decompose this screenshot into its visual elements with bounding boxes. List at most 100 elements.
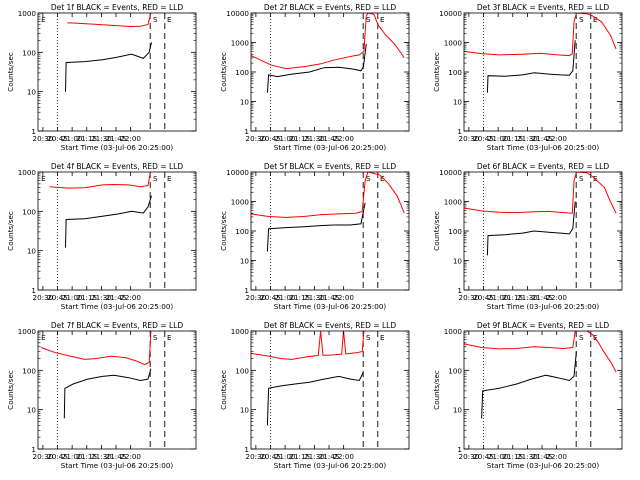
x-tick-label: 22:00: [333, 134, 354, 143]
panel-title: Det 7f BLACK = Events, RED = LLD: [51, 321, 184, 330]
y-tick-label: 100: [448, 227, 462, 236]
x-tick-label: 20:30: [459, 134, 480, 143]
marker-label: S: [366, 333, 371, 342]
series-line-lld: [464, 13, 617, 57]
y-tick-label: 1: [457, 445, 462, 454]
y-axis-label: Counts/sec: [432, 211, 441, 251]
series-line-events: [481, 351, 577, 419]
x-tick-label: 22:00: [120, 452, 141, 461]
x-tick-label: 21:00: [488, 452, 509, 461]
x-tick-label: 21:15: [502, 134, 523, 143]
panel-title: Det 8f BLACK = Events, RED = LLD: [264, 321, 397, 330]
marker-label: E: [593, 15, 598, 24]
marker-label: E: [593, 333, 598, 342]
x-tick-label: 21:00: [62, 293, 83, 302]
marker-label: S: [579, 174, 584, 183]
x-tick-label: 21:45: [319, 452, 340, 461]
y-tick-label: 100: [22, 366, 36, 375]
x-axis-label: Start Time (03-Jul-06 20:25:00): [487, 302, 600, 311]
x-tick-label: 21:30: [91, 134, 112, 143]
x-tick-label: 21:00: [62, 134, 83, 143]
marker-label: E: [167, 333, 172, 342]
y-axis-label: Counts/sec: [6, 211, 15, 251]
y-tick-label: 1: [457, 127, 462, 136]
plot-frame: [463, 12, 623, 132]
marker-label: S: [153, 174, 158, 183]
x-tick-label: 20:30: [246, 134, 267, 143]
y-tick-label: 100: [448, 366, 462, 375]
y-tick-label: 10: [453, 98, 463, 107]
y-tick-label: 1000: [18, 327, 37, 336]
y-tick-label: 1: [31, 286, 36, 295]
x-tick-label: 21:00: [62, 452, 83, 461]
x-tick-label: 21:45: [532, 293, 553, 302]
x-tick-label: 21:15: [502, 293, 523, 302]
marker-label: S: [579, 333, 584, 342]
x-tick-label: 20:45: [260, 452, 281, 461]
x-tick-label: 21:00: [275, 134, 296, 143]
x-tick-label: 21:00: [488, 293, 509, 302]
y-tick-label: 100: [235, 366, 249, 375]
y-axis-label: Counts/sec: [219, 52, 228, 92]
y-axis-label: Counts/sec: [219, 370, 228, 410]
x-tick-label: 21:30: [517, 452, 538, 461]
series-line-lld: [251, 13, 405, 70]
y-tick-label: 1000: [18, 9, 37, 18]
series-line-lld: [49, 172, 151, 189]
plot-frame: [250, 12, 410, 132]
x-tick-label: 20:45: [473, 134, 494, 143]
x-axis-label: Start Time (03-Jul-06 20:25:00): [274, 461, 387, 470]
x-tick-label: 21:45: [106, 293, 127, 302]
y-tick-label: 1000: [231, 39, 250, 48]
y-axis-label: Counts/sec: [219, 211, 228, 251]
panel-title: Det 6f BLACK = Events, RED = LLD: [477, 162, 610, 171]
x-tick-label: 21:15: [289, 134, 310, 143]
x-tick-label: 21:30: [304, 452, 325, 461]
x-tick-label: 20:45: [260, 134, 281, 143]
plot-frame: [463, 171, 623, 291]
panel-title: Det 2f BLACK = Events, RED = LLD: [264, 3, 397, 12]
y-axis-label: Counts/sec: [6, 52, 15, 92]
series-line-events: [266, 371, 364, 426]
series-line-lld: [251, 172, 405, 218]
x-tick-label: 21:45: [319, 293, 340, 302]
series-line-lld: [464, 331, 617, 373]
plot-frame: [37, 171, 197, 291]
x-tick-label: 21:30: [304, 293, 325, 302]
series-line-events: [486, 40, 576, 93]
y-tick-label: 10: [453, 257, 463, 266]
marker-label: E: [167, 174, 172, 183]
y-axis-label: Counts/sec: [6, 370, 15, 410]
y-tick-label: 10: [27, 88, 37, 97]
x-tick-label: 20:45: [473, 452, 494, 461]
x-tick-label: 21:30: [517, 134, 538, 143]
y-tick-label: 1000: [444, 327, 463, 336]
x-tick-label: 21:00: [275, 293, 296, 302]
y-tick-label: 100: [22, 207, 36, 216]
x-axis-label: Start Time (03-Jul-06 20:25:00): [61, 143, 174, 152]
x-axis-label: Start Time (03-Jul-06 20:25:00): [274, 143, 387, 152]
y-tick-label: 10: [240, 406, 250, 415]
x-tick-label: 21:15: [502, 452, 523, 461]
x-tick-label: 21:30: [517, 293, 538, 302]
y-tick-label: 1: [244, 286, 249, 295]
panel-title: Det 3f BLACK = Events, RED = LLD: [477, 3, 610, 12]
x-tick-label: 21:15: [289, 293, 310, 302]
panel-title: Det 1f BLACK = Events, RED = LLD: [51, 3, 184, 12]
x-axis-label: Start Time (03-Jul-06 20:25:00): [487, 461, 600, 470]
plot-frame: [250, 330, 410, 450]
x-tick-label: 21:30: [91, 452, 112, 461]
x-tick-label: 21:15: [289, 452, 310, 461]
series-line-events: [63, 368, 152, 419]
x-tick-label: 21:45: [532, 452, 553, 461]
x-tick-label: 20:45: [47, 293, 68, 302]
x-tick-label: 20:45: [47, 452, 68, 461]
x-tick-label: 21:30: [91, 293, 112, 302]
